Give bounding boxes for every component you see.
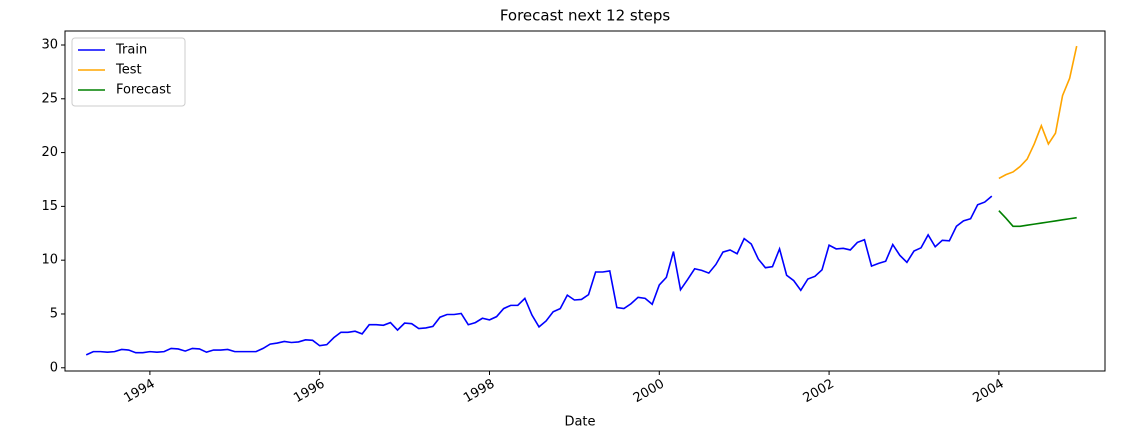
series-line xyxy=(85,195,993,356)
chart-title: Forecast next 12 steps xyxy=(500,7,671,25)
x-tick-label: 2002 xyxy=(801,377,837,407)
legend-label: Forecast xyxy=(116,83,171,98)
legend-label: Test xyxy=(115,63,142,78)
x-axis-label: Date xyxy=(564,415,595,430)
x-tick-label: 2000 xyxy=(631,377,667,407)
x-tick-label: 1996 xyxy=(291,377,327,407)
y-tick-label: 15 xyxy=(41,199,58,214)
legend-label: Train xyxy=(115,43,147,58)
legend-box xyxy=(71,37,186,107)
y-tick-label: 25 xyxy=(41,91,58,106)
x-tick-label: 1994 xyxy=(121,377,157,407)
x-tick-label: 2004 xyxy=(970,377,1006,407)
y-tick-label: 30 xyxy=(41,37,58,52)
y-tick-label: 5 xyxy=(50,306,58,321)
y-tick-label: 20 xyxy=(41,145,58,160)
series-line xyxy=(998,210,1077,228)
y-tick-label: 0 xyxy=(50,360,58,375)
plot-frame xyxy=(64,30,1106,372)
y-tick-label: 10 xyxy=(41,253,58,268)
legend: Train Test Forecast xyxy=(71,37,186,107)
series-line xyxy=(998,45,1078,180)
x-tick-label: 1998 xyxy=(461,377,497,407)
